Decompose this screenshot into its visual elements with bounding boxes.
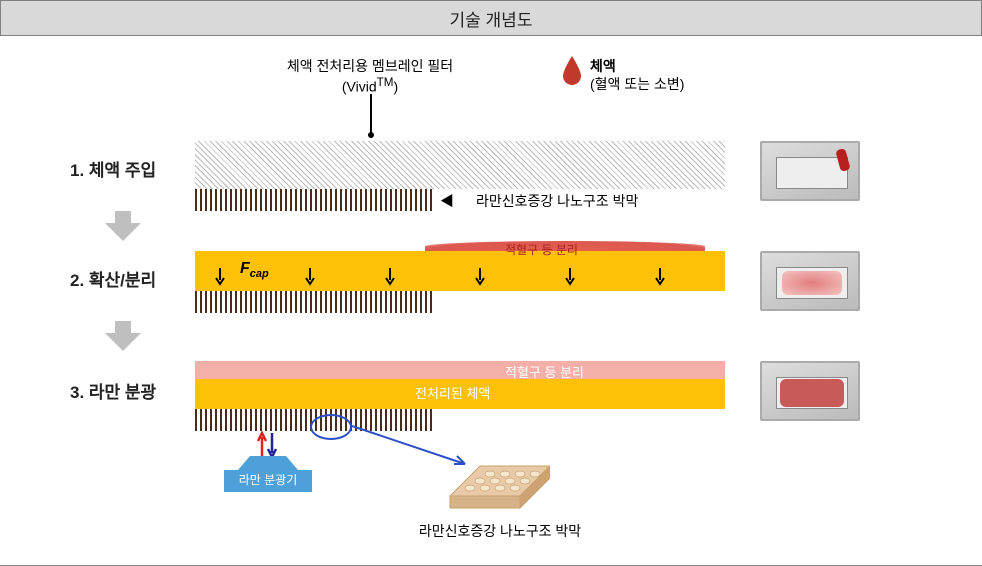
panel3-pretreated-text: 전처리된 체액 bbox=[415, 383, 490, 402]
raman-trapezoid bbox=[238, 456, 298, 470]
fluid-title: 체액 bbox=[590, 56, 616, 76]
panel1-nano-stripes bbox=[195, 189, 433, 211]
header-title: 기술 개념도 bbox=[450, 6, 533, 31]
flow-arrow-1 bbox=[105, 211, 141, 241]
panel2-nano-stripes bbox=[195, 291, 433, 313]
fcap-label: Fcap bbox=[240, 260, 269, 280]
panel2: 적혈구 등 분리 bbox=[195, 251, 725, 291]
panel3-pink-layer bbox=[195, 361, 725, 379]
blood-drop-icon bbox=[560, 54, 584, 86]
raman-box: 라만 분광기 bbox=[224, 470, 312, 492]
flow-arrow-2 bbox=[105, 321, 141, 351]
panel3: 적혈구 등 분리 전처리된 체액 bbox=[195, 361, 725, 409]
header-band: 기술 개념도 bbox=[0, 0, 982, 36]
nano-label-1: ◀라만신호증강 나노구조 박막 bbox=[462, 191, 638, 211]
photo-step3 bbox=[760, 361, 860, 421]
panel2-yellow-layer bbox=[195, 251, 725, 291]
panel2-rbc-text: 적혈구 등 분리 bbox=[505, 241, 578, 258]
panel1-top-hatch bbox=[195, 141, 725, 189]
membrane-filter-line2: (VividTM) bbox=[250, 76, 490, 95]
step3-label: 3. 라만 분광 bbox=[70, 378, 156, 403]
diagram-content: 체액 전처리용 멤브레인 필터 (VividTM) 체액 (혈액 또는 소변) … bbox=[0, 36, 982, 566]
membrane-pointer-dot bbox=[368, 132, 374, 138]
step1-label: 1. 체액 주입 bbox=[70, 156, 156, 181]
photo-step1 bbox=[760, 141, 860, 201]
nano-3d-icon bbox=[440, 446, 550, 518]
zoom-circle bbox=[310, 414, 352, 440]
fluid-sub: (혈액 또는 소변) bbox=[590, 74, 684, 94]
nano-label-2: 라만신호증강 나노구조 박막 bbox=[400, 521, 600, 541]
membrane-filter-line1: 체액 전처리용 멤브레인 필터 bbox=[250, 56, 490, 76]
step2-label: 2. 확산/분리 bbox=[70, 266, 156, 291]
membrane-pointer-line bbox=[370, 94, 372, 134]
membrane-filter-label: 체액 전처리용 멤브레인 필터 (VividTM) bbox=[250, 56, 490, 95]
photo-step2 bbox=[760, 251, 860, 311]
